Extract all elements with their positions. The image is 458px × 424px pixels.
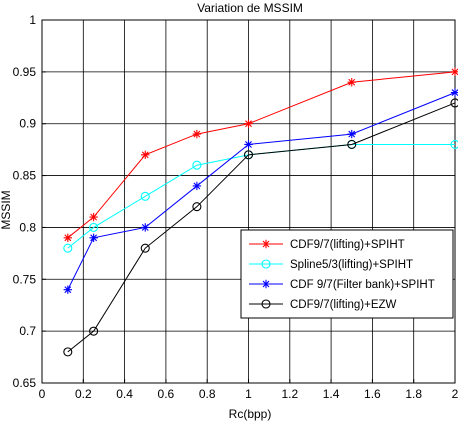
legend-marker <box>261 259 271 269</box>
legend: CDF9/7(lifting)+SPIHT Spline5/3(lifting)+… <box>240 229 454 319</box>
legend-marker <box>261 239 271 249</box>
grid <box>41 19 456 384</box>
x-tick-label: 1.4 <box>323 387 340 401</box>
data-point <box>192 129 202 139</box>
data-point <box>347 129 356 139</box>
y-tick-label: 0.9 <box>19 117 36 131</box>
data-point <box>450 139 458 150</box>
x-tick-label: 1 <box>245 387 252 401</box>
x-tick-label: 0 <box>39 387 46 401</box>
data-point <box>450 98 458 108</box>
x-tick-label: 0.6 <box>158 387 175 401</box>
series-4 <box>63 98 458 357</box>
data-point <box>450 67 458 77</box>
x-tick-label: 1.8 <box>405 387 422 401</box>
x-tick-label: 2 <box>452 387 458 401</box>
y-tick-label: 0.95 <box>13 65 37 79</box>
data-point <box>244 119 253 128</box>
series-3 <box>63 88 458 294</box>
x-axis-ticks: 0 0.2 0.4 0.6 0.8 1 1.2 1.4 1.6 1.8 2 <box>39 379 458 401</box>
y-axis-ticks: 0.65 0.7 0.75 0.8 0.85 0.9 0.95 1 <box>13 13 46 390</box>
data-point <box>140 243 150 253</box>
data-point <box>63 347 73 357</box>
data-point <box>141 150 150 160</box>
x-tick-label: 0.8 <box>199 387 216 401</box>
y-tick-label: 0.8 <box>19 220 36 234</box>
legend-label: CDF9/7(lifting)+SPIHT <box>290 239 405 251</box>
series-1 <box>63 67 458 242</box>
y-tick-label: 0.85 <box>13 169 37 183</box>
legend-label: CDF 9/7(Filter bank)+SPIHT <box>290 279 435 291</box>
data-point <box>192 181 202 191</box>
x-tick-label: 0.2 <box>75 387 92 401</box>
series-layer <box>63 67 458 357</box>
series-line <box>67 102 456 353</box>
data-point <box>89 222 99 232</box>
legend-box <box>240 229 454 319</box>
data-point <box>89 326 99 336</box>
y-axis-label: MSSIM <box>0 190 13 229</box>
data-point <box>63 285 73 294</box>
data-point <box>450 88 458 97</box>
data-point <box>141 223 150 232</box>
legend-item: CDF9/7(lifting)+SPIHT <box>249 239 405 251</box>
x-axis-label: Rc(bpp) <box>229 407 272 421</box>
data-point <box>347 78 356 87</box>
y-tick-label: 0.75 <box>13 272 37 286</box>
legend-item: CDF9/7(lifting)+EZW <box>249 299 397 311</box>
legend-marker <box>261 279 271 289</box>
data-point <box>192 202 202 212</box>
x-tick-label: 1.2 <box>281 387 298 401</box>
data-point <box>244 140 253 149</box>
data-point <box>192 160 202 170</box>
legend-item: Spline5/3(lifting)+SPIHT <box>249 259 413 271</box>
data-point <box>140 191 150 201</box>
y-tick-label: 1 <box>29 13 36 27</box>
legend-item: CDF 9/7(Filter bank)+SPIHT <box>249 279 435 291</box>
chart-title: Variation de MSSIM <box>197 1 303 15</box>
data-point <box>63 243 73 253</box>
legend-marker <box>261 299 271 309</box>
series-line <box>67 71 456 239</box>
legend-label: Spline5/3(lifting)+SPIHT <box>290 259 413 271</box>
data-point <box>243 150 254 160</box>
data-point <box>63 233 73 242</box>
x-tick-label: 0.4 <box>116 387 133 401</box>
y-tick-label: 0.65 <box>13 376 37 390</box>
x-tick-label: 1.6 <box>364 387 381 401</box>
legend-label: CDF9/7(lifting)+EZW <box>290 299 397 311</box>
data-point <box>89 233 98 242</box>
data-point <box>89 212 98 222</box>
y-tick-label: 0.7 <box>19 324 36 338</box>
data-point <box>347 139 357 150</box>
